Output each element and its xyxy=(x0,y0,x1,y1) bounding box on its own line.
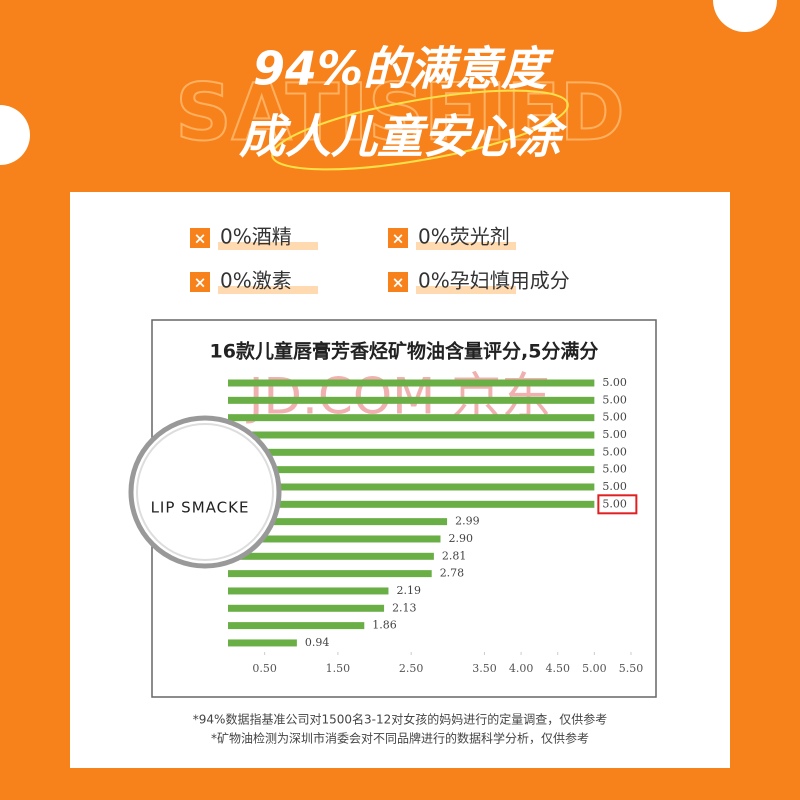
feature-underline xyxy=(218,286,318,294)
bar xyxy=(228,379,595,387)
value-label: 5.00 xyxy=(602,393,627,406)
category-label: LIP SMACKE xyxy=(151,499,250,517)
feature-text: 0%荧光剂 xyxy=(418,225,510,249)
x-tick-label: 5.50 xyxy=(619,662,644,675)
bar xyxy=(228,500,595,508)
bar xyxy=(228,466,595,474)
magnifier-inner xyxy=(136,423,274,561)
x-mark: × xyxy=(194,230,207,248)
backdrop-text: SATISFIED xyxy=(175,68,624,158)
magnifier xyxy=(128,415,282,569)
bar xyxy=(228,587,389,595)
bar xyxy=(228,535,441,543)
bar xyxy=(228,570,432,578)
x-tick-label: 4.50 xyxy=(545,662,570,675)
bar xyxy=(228,431,595,439)
footnote: *94%数据指基准公司对1500名3-12对女孩的妈妈进行的定量调查，仅供参考 xyxy=(193,712,607,727)
x-mark: × xyxy=(392,274,405,292)
feature-text: 0%孕妇慎用成分 xyxy=(418,269,570,293)
feature-text: 0%酒精 xyxy=(220,225,292,249)
x-mark: × xyxy=(194,274,207,292)
feature-underline xyxy=(416,242,516,250)
subtitle: 成人儿童安心涂 xyxy=(239,110,568,164)
value-label: 1.86 xyxy=(372,619,397,632)
x-tick-label: 0.50 xyxy=(252,662,277,675)
value-label: 5.00 xyxy=(602,376,627,389)
chart-title: 16款儿童唇膏芳香烃矿物油含量评分,5分满分 xyxy=(210,340,599,363)
value-label: 2.19 xyxy=(396,584,421,597)
x-tick-label: 1.50 xyxy=(326,662,351,675)
x-tick-label: 3.50 xyxy=(472,662,497,675)
value-label: 2.90 xyxy=(448,532,473,545)
value-label: 5.00 xyxy=(602,411,627,424)
decor-ring xyxy=(271,89,569,171)
decor-circle xyxy=(713,0,777,32)
x-icon xyxy=(388,228,408,248)
bar xyxy=(228,396,595,404)
value-label: 2.13 xyxy=(392,601,417,614)
x-mark: × xyxy=(392,230,405,248)
value-label: 2.78 xyxy=(440,567,465,580)
title: 94%的满意度 xyxy=(253,42,555,96)
x-tick-label: 2.50 xyxy=(399,662,424,675)
bar xyxy=(228,448,595,456)
x-tick-label: 5.00 xyxy=(582,662,607,675)
bar xyxy=(228,483,595,491)
x-tick-label: 4.00 xyxy=(509,662,534,675)
bar xyxy=(228,604,385,612)
x-icon xyxy=(190,228,210,248)
highlight-box xyxy=(597,494,638,515)
feature-underline xyxy=(416,286,516,294)
value-label: 5.00 xyxy=(602,463,627,476)
bar xyxy=(228,552,434,560)
value-label: 5.00 xyxy=(602,480,627,493)
chart: 0.50 1.50 2.50 3.50 4.00 4.50 5.00 5.50 5.00 5.00… xyxy=(128,376,644,675)
decor-circle xyxy=(0,105,30,165)
value-label: 2.81 xyxy=(442,549,467,562)
bar xyxy=(228,414,595,422)
x-icon xyxy=(190,272,210,292)
bar xyxy=(228,639,297,647)
value-label: 5.00 xyxy=(602,497,627,510)
feature-underline xyxy=(218,242,318,250)
value-label: 5.00 xyxy=(602,445,627,458)
footnote: *矿物油检测为深圳市消委会对不同品牌进行的数据科学分析，仅供参考 xyxy=(211,731,589,746)
bar xyxy=(228,622,365,630)
value-label: 5.00 xyxy=(602,428,627,441)
feature-text: 0%激素 xyxy=(220,269,292,293)
value-label: 2.99 xyxy=(455,515,480,528)
bar xyxy=(228,518,448,526)
value-label: 0.94 xyxy=(305,636,330,649)
x-icon xyxy=(388,272,408,292)
